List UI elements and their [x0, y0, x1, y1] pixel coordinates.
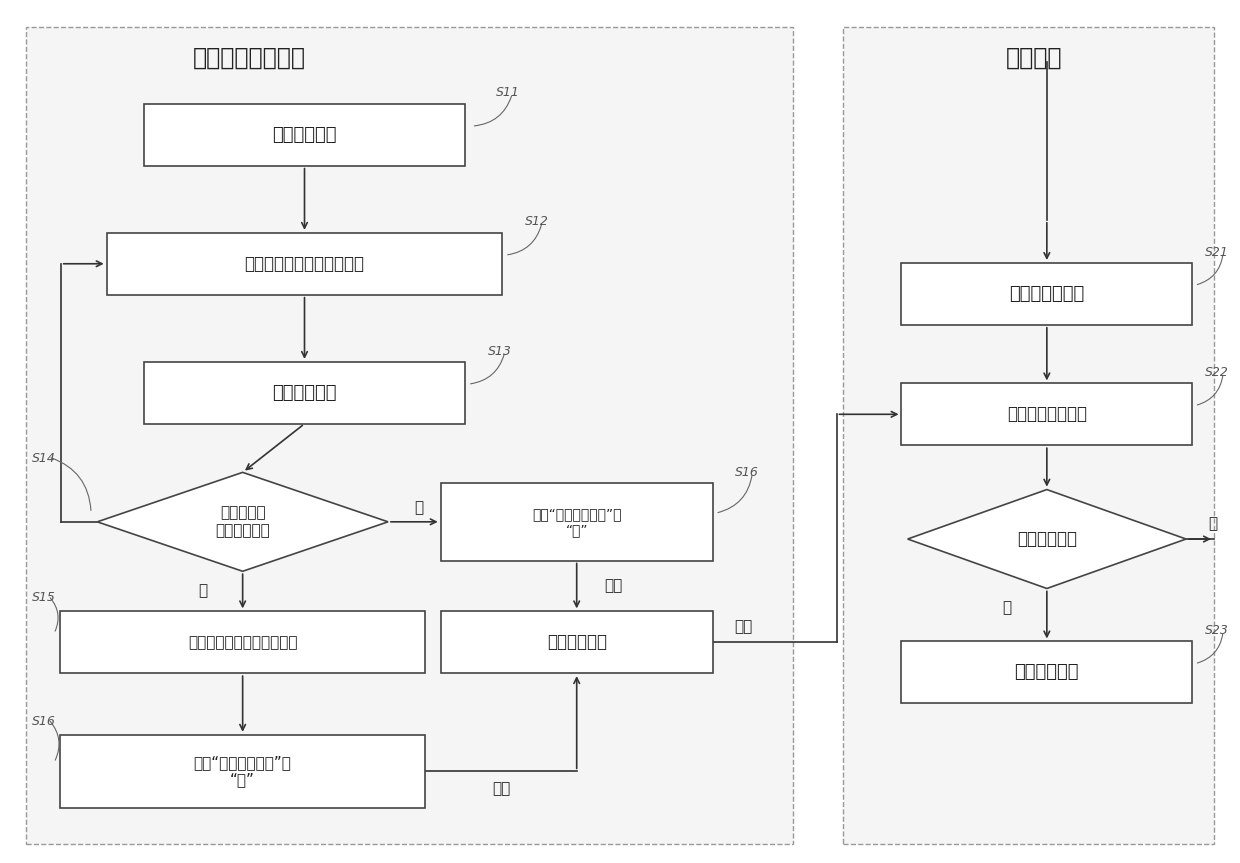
Text: 定时任务: 定时任务	[1006, 45, 1063, 69]
FancyBboxPatch shape	[440, 483, 713, 561]
FancyBboxPatch shape	[144, 104, 465, 166]
Text: S15: S15	[32, 591, 56, 604]
Text: 逻辑控制定时任务: 逻辑控制定时任务	[192, 45, 305, 69]
Text: 启动任务定时器: 启动任务定时器	[1009, 285, 1085, 303]
FancyBboxPatch shape	[901, 641, 1192, 703]
Text: S12: S12	[525, 216, 548, 229]
Text: 持有凭证标记: 持有凭证标记	[1017, 530, 1076, 548]
Text: S21: S21	[1204, 246, 1229, 259]
FancyBboxPatch shape	[901, 383, 1192, 445]
FancyBboxPatch shape	[26, 28, 794, 844]
Text: 否: 否	[198, 583, 207, 598]
Text: S16: S16	[735, 466, 759, 479]
FancyBboxPatch shape	[843, 28, 1214, 844]
Text: 否: 否	[1209, 516, 1218, 531]
Text: 判断是否持有凭证: 判断是否持有凭证	[1007, 406, 1086, 423]
FancyBboxPatch shape	[61, 611, 425, 673]
FancyBboxPatch shape	[144, 362, 465, 424]
Text: 是: 是	[1003, 600, 1012, 615]
Text: 凭证是否被
其他节点申请: 凭证是否被 其他节点申请	[216, 506, 270, 538]
Text: S16: S16	[32, 715, 56, 728]
Text: S22: S22	[1204, 366, 1229, 379]
Text: 启动凭证申请和续期定时器: 启动凭证申请和续期定时器	[244, 255, 365, 273]
Text: 申请获取凭证: 申请获取凭证	[273, 384, 337, 402]
Text: 更新: 更新	[605, 578, 622, 594]
Text: 执行定时任务: 执行定时任务	[1014, 664, 1079, 682]
FancyBboxPatch shape	[107, 233, 502, 295]
Text: 生成节点编号: 生成节点编号	[273, 126, 337, 144]
Text: 生成分布式缓存数据的凭证: 生成分布式缓存数据的凭证	[188, 635, 298, 650]
FancyBboxPatch shape	[61, 734, 425, 808]
Text: 更新“持有凭证标记”为
“是”: 更新“持有凭证标记”为 “是”	[193, 755, 291, 788]
Text: S13: S13	[487, 344, 511, 357]
Text: 是: 是	[414, 500, 424, 514]
Text: 读取: 读取	[734, 620, 753, 634]
Polygon shape	[97, 472, 388, 571]
Text: S23: S23	[1204, 624, 1229, 637]
Polygon shape	[908, 489, 1185, 589]
FancyBboxPatch shape	[440, 611, 713, 673]
Text: S11: S11	[496, 86, 520, 99]
Text: 是否持有标记: 是否持有标记	[547, 633, 606, 652]
Text: 更新: 更新	[492, 781, 510, 796]
FancyBboxPatch shape	[901, 263, 1192, 324]
Text: S14: S14	[32, 452, 56, 465]
Text: 更新“持有凭证标记”为
“否”: 更新“持有凭证标记”为 “否”	[532, 507, 621, 537]
